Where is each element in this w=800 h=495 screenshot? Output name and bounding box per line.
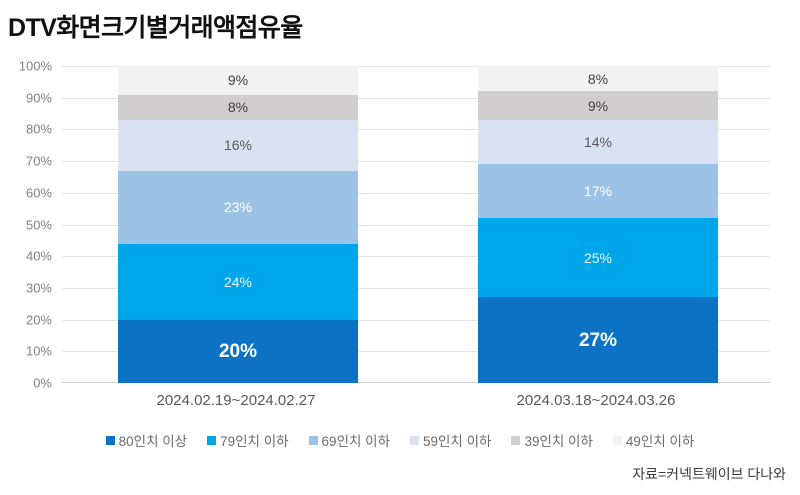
bar-segment[interactable]: 9% — [118, 66, 358, 95]
legend-swatch-icon — [410, 435, 419, 445]
gridline-7 — [62, 161, 770, 163]
bar-segment[interactable]: 27% — [478, 297, 718, 383]
legend-label: 39인치 이하 — [524, 434, 593, 449]
legend-label: 49인치 이하 — [625, 434, 695, 449]
y-axis-tick-3: 30% — [25, 280, 52, 296]
segment-value-label: 14% — [583, 134, 613, 151]
gridline-9 — [62, 97, 770, 99]
legend-swatch-icon — [308, 435, 318, 445]
y-axis-tick-6: 60% — [25, 185, 52, 201]
gridline-1 — [62, 351, 770, 353]
legend-item-5[interactable]: 49인치 이하 — [612, 430, 695, 450]
bar-stack-0[interactable]: 20% 24% 23% 16% 8% 9% — [118, 66, 358, 383]
segment-value-label: 23% — [223, 199, 253, 216]
y-axis-tick-1: 10% — [25, 343, 52, 359]
segment-value-label: 9% — [587, 97, 609, 114]
y-axis-tick-4: 40% — [25, 248, 52, 264]
bar-segment[interactable]: 8% — [478, 66, 718, 92]
bar-segment[interactable]: 23% — [118, 170, 358, 244]
legend-item-2[interactable]: 69인치 이하 — [308, 430, 390, 450]
gridline-8 — [62, 129, 770, 131]
legend-swatch-icon — [207, 435, 217, 445]
bar-segment[interactable]: 20% — [118, 319, 358, 383]
y-axis-tick-5: 50% — [25, 217, 52, 232]
y-axis: 0% 10% 20% 30% 40% 50% 60% 70% 80% 90% 100% — [0, 59, 56, 391]
segment-value-label: 9% — [227, 72, 249, 89]
segment-value-label: 25% — [583, 249, 613, 266]
x-axis-label-1: 2024.03.18~2024.03.26 — [516, 392, 676, 409]
x-axis-label-0: 2024.02.19~2024.02.27 — [156, 392, 316, 409]
gridline-2 — [62, 319, 770, 321]
source-note: 자료=커넥트웨이브 다나와 — [632, 466, 786, 482]
gridline-3 — [62, 287, 770, 289]
segment-value-label: 8% — [587, 70, 609, 87]
plot-area: 20% 24% 23% 16% 8% 9% 27% 25% 17% 14% 9% 8% — [62, 66, 770, 383]
gridline-10 — [62, 66, 770, 67]
legend-label: 69인치 이하 — [321, 434, 390, 449]
legend-label: 79인치 이하 — [220, 434, 289, 449]
y-axis-tick-9: 90% — [25, 90, 52, 106]
legend-item-3[interactable]: 59인치 이하 — [410, 430, 491, 450]
y-axis-tick-7: 70% — [25, 153, 52, 169]
legend-swatch-icon — [105, 435, 115, 445]
page-title: DTV화면크기별거래액점유율 — [8, 14, 303, 42]
legend-swatch-icon — [511, 435, 521, 445]
y-axis-tick-2: 20% — [25, 312, 52, 328]
y-axis-tick-10: 100% — [18, 58, 52, 74]
gridline-0 — [62, 382, 770, 383]
legend-item-4[interactable]: 39인치 이하 — [511, 430, 593, 450]
gridline-4 — [62, 256, 770, 258]
legend-item-0[interactable]: 80인치 이상 — [105, 430, 188, 450]
gridline-6 — [62, 192, 770, 194]
segment-value-label: 17% — [583, 183, 613, 200]
segment-value-label: 24% — [223, 273, 253, 290]
bar-segment[interactable]: 25% — [478, 218, 718, 298]
gridline-5 — [62, 224, 770, 226]
bar-segment[interactable]: 9% — [478, 91, 718, 120]
legend-swatch-icon — [612, 435, 622, 445]
legend-label: 59인치 이하 — [423, 434, 492, 449]
segment-value-label: 8% — [227, 99, 249, 116]
legend: 80인치 이상 79인치 이하 69인치 이하 59인치 이하 39인치 이하 49인치 … — [0, 430, 800, 450]
bar-segment[interactable]: 16% — [118, 119, 358, 171]
bar-stack-1[interactable]: 27% 25% 17% 14% 9% 8% — [478, 66, 718, 383]
bar-segment[interactable]: 8% — [118, 94, 358, 120]
segment-value-label: 20% — [218, 340, 258, 362]
segment-value-label: 27% — [578, 329, 618, 351]
legend-item-1[interactable]: 79인치 이하 — [207, 430, 289, 450]
bar-segment[interactable]: 14% — [478, 119, 718, 165]
y-axis-tick-0: 0% — [33, 375, 52, 391]
bar-segment[interactable]: 17% — [478, 164, 718, 219]
segment-value-label: 16% — [223, 137, 253, 154]
legend-label: 80인치 이상 — [118, 434, 188, 449]
bar-segment[interactable]: 24% — [118, 243, 358, 320]
y-axis-tick-8: 80% — [25, 121, 52, 137]
